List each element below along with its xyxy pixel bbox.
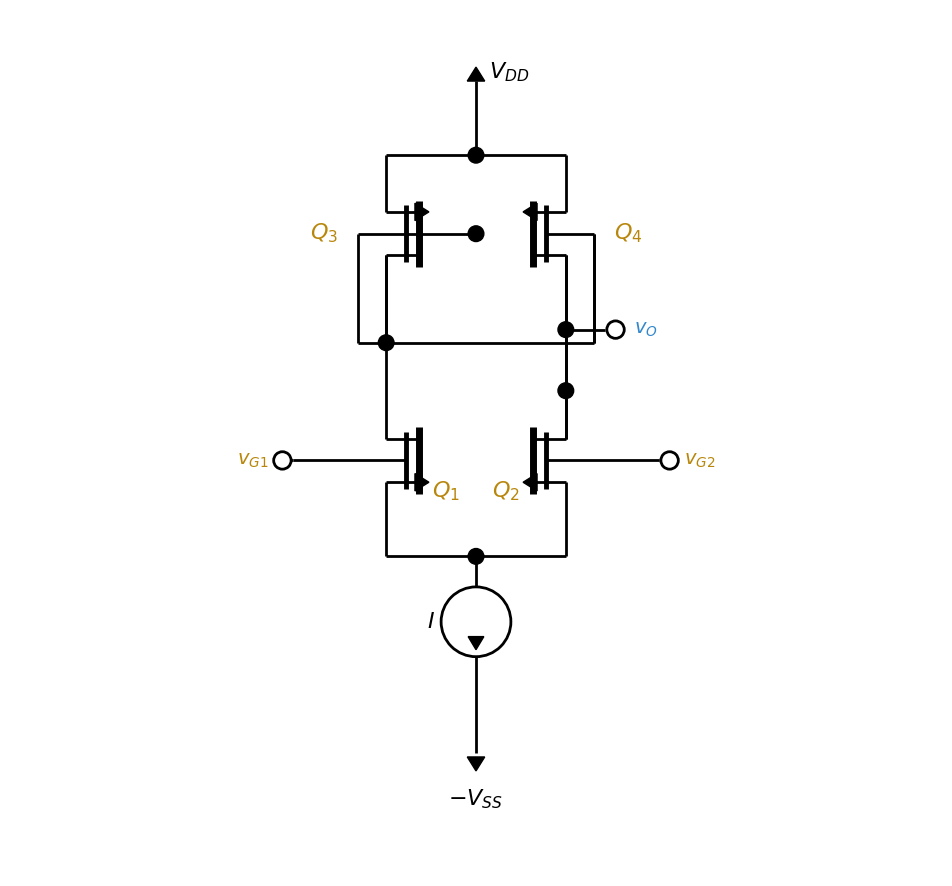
Text: $-V_{SS}$: $-V_{SS}$ [448, 788, 504, 811]
Text: $Q_1$: $Q_1$ [432, 479, 460, 502]
Text: $V_{DD}$: $V_{DD}$ [489, 60, 529, 84]
Polygon shape [467, 67, 485, 82]
Circle shape [606, 321, 625, 338]
Circle shape [273, 452, 291, 470]
Circle shape [468, 147, 484, 163]
Circle shape [558, 383, 574, 399]
Text: $v_O$: $v_O$ [634, 320, 658, 339]
Polygon shape [523, 203, 537, 221]
Circle shape [441, 587, 511, 657]
Polygon shape [523, 473, 537, 491]
Circle shape [378, 335, 394, 351]
Text: $v_{G1}$: $v_{G1}$ [237, 451, 268, 470]
Polygon shape [468, 637, 484, 649]
Circle shape [468, 226, 484, 242]
Text: $Q_2$: $Q_2$ [492, 479, 520, 502]
Circle shape [661, 452, 679, 470]
Text: $Q_3$: $Q_3$ [310, 222, 338, 245]
Circle shape [558, 322, 574, 338]
Text: $I$: $I$ [426, 611, 435, 632]
Polygon shape [467, 757, 485, 771]
Circle shape [468, 548, 484, 564]
Text: $Q_4$: $Q_4$ [614, 222, 643, 245]
Polygon shape [415, 473, 429, 491]
Text: $v_{G2}$: $v_{G2}$ [684, 451, 715, 470]
Polygon shape [415, 203, 429, 221]
